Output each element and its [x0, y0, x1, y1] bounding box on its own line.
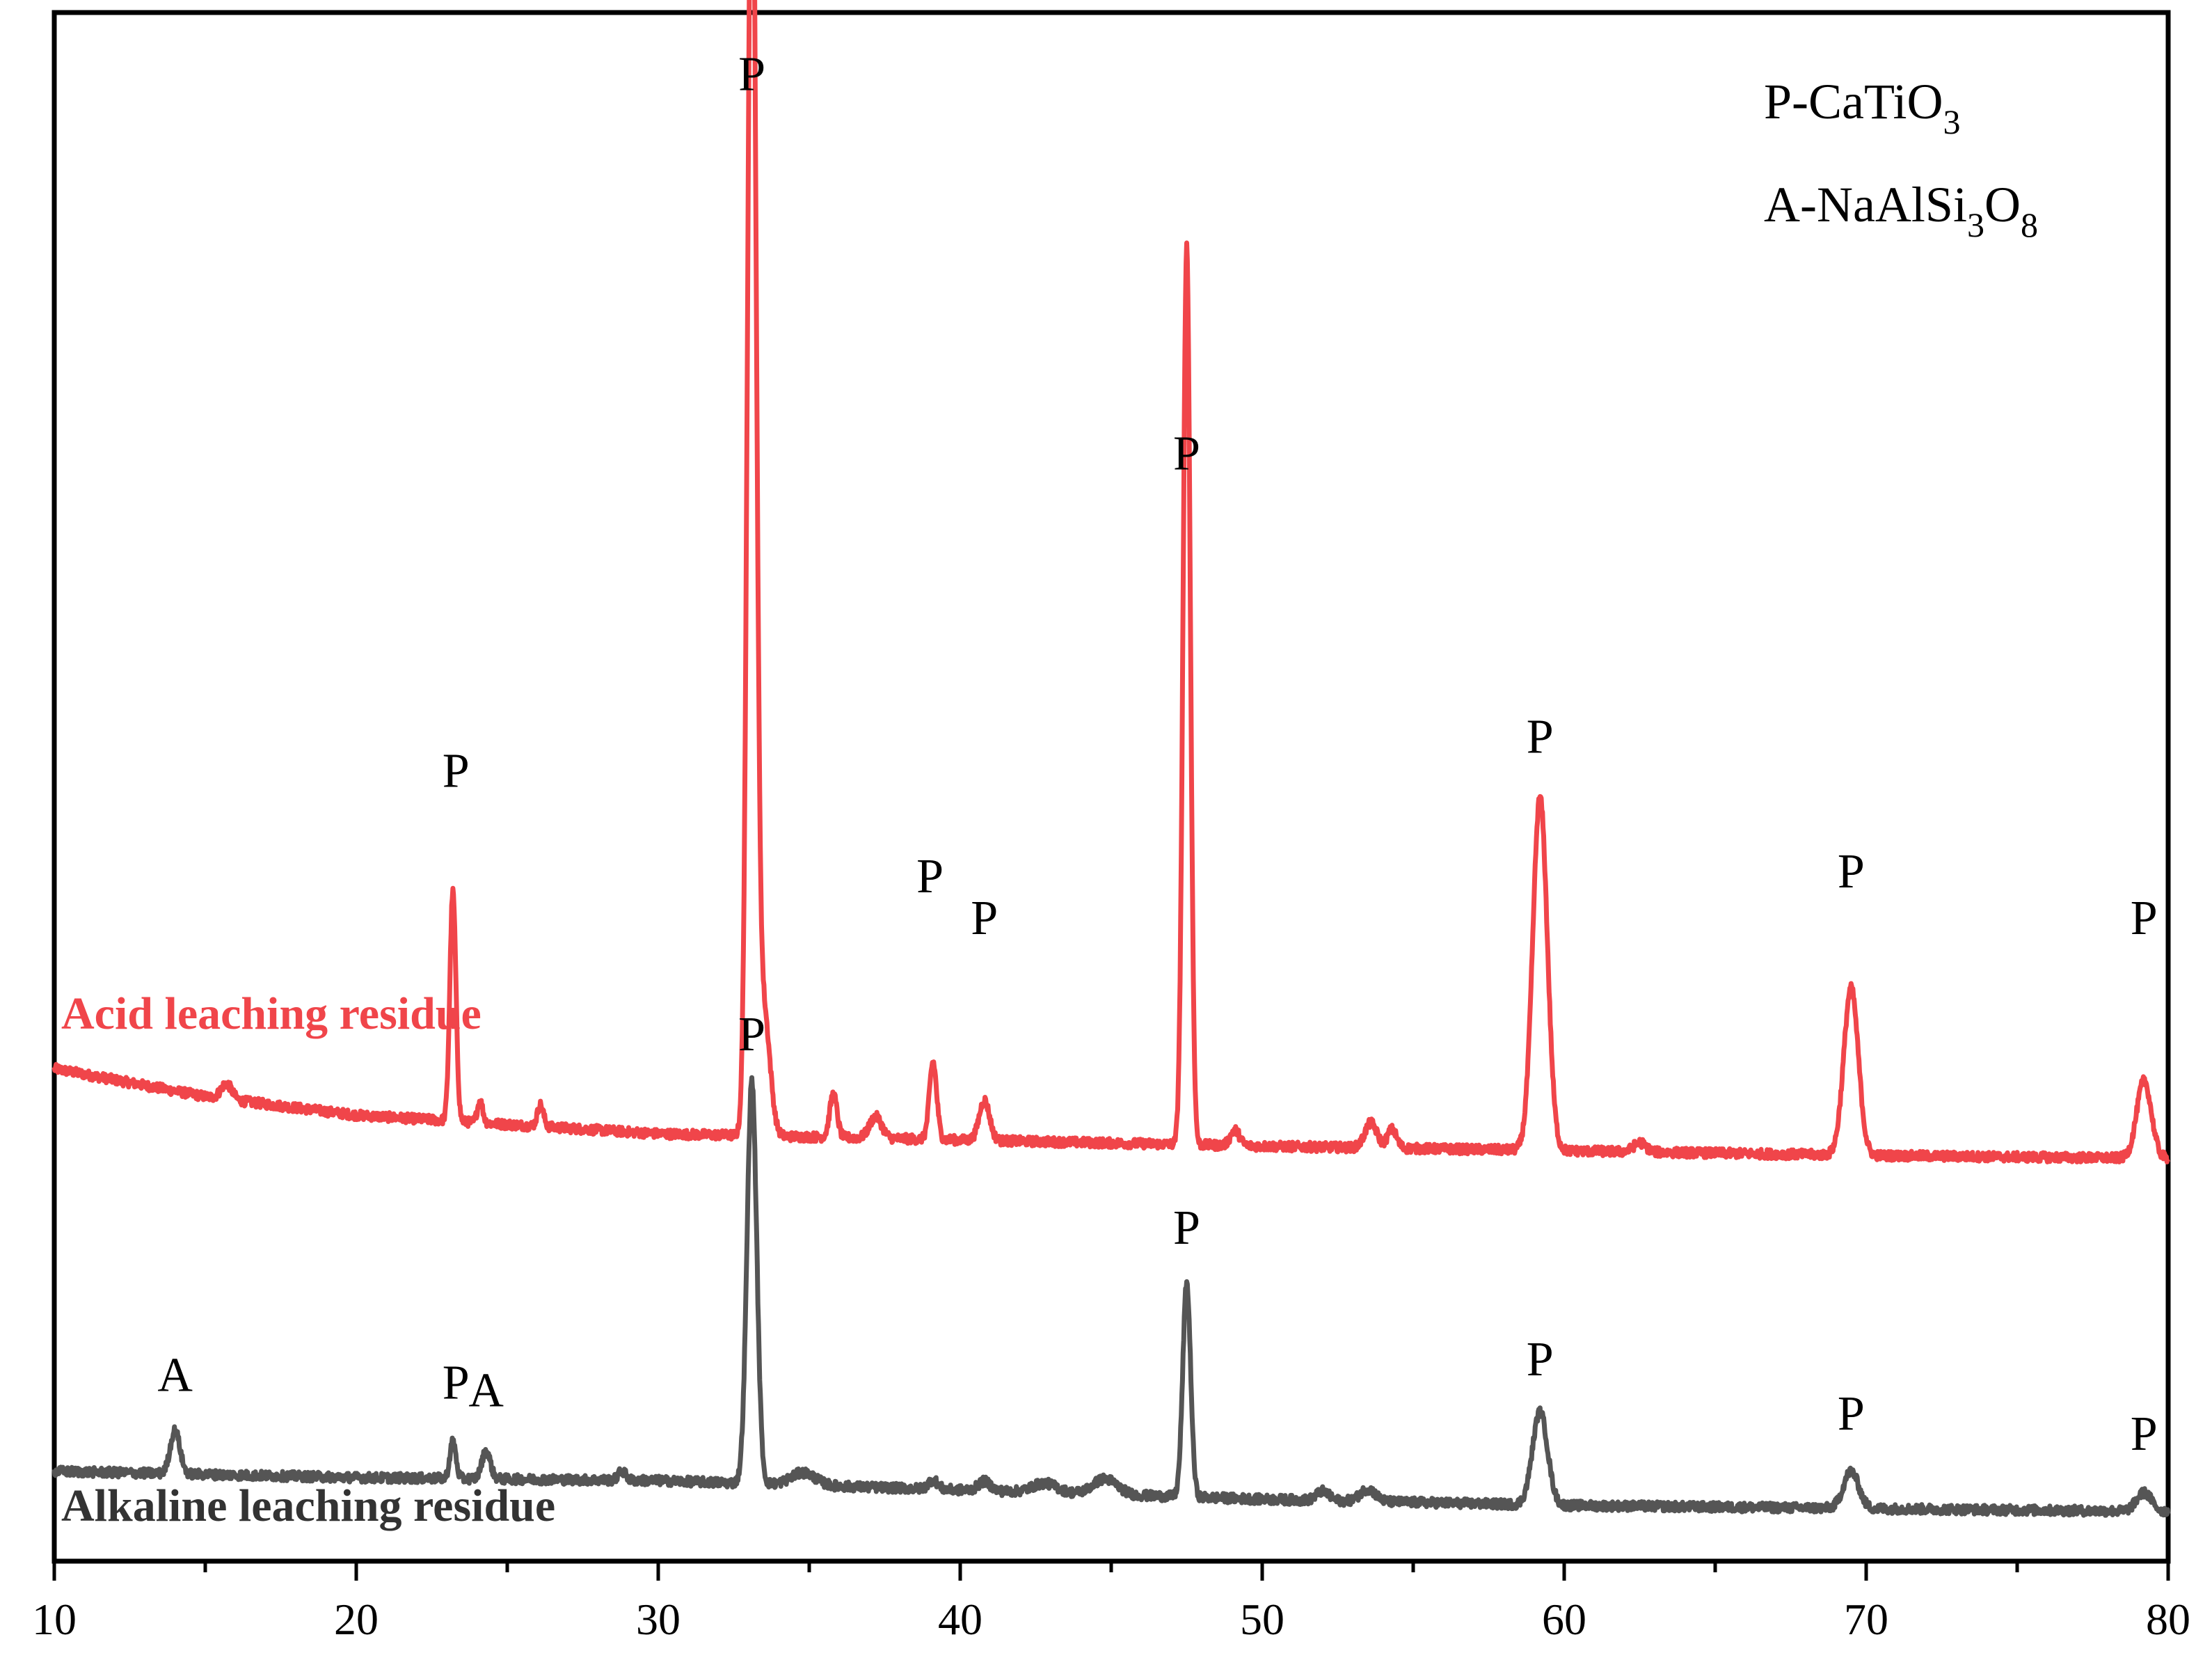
x-tick-label: 80 — [2146, 1595, 2190, 1644]
legend: P-CaTiO3 A-NaAlSi3O8 — [1764, 74, 2038, 244]
peak-label-alkaline: P — [738, 1008, 765, 1061]
peak-label-alkaline: P — [1173, 1201, 1200, 1255]
peak-label-acid: P — [1173, 427, 1200, 480]
peak-label-alkaline: P — [1527, 1333, 1554, 1386]
plot-frame — [51, 10, 2171, 1564]
x-tick-label: 50 — [1240, 1595, 1284, 1644]
peak-label-acid: P — [1527, 711, 1554, 764]
series-line-alkaline — [51, 1075, 2171, 1518]
x-tick-label: 20 — [334, 1595, 379, 1644]
peak-label-alkaline: P — [1838, 1387, 1865, 1441]
series-line-acid — [51, 0, 2171, 1164]
x-axis-tick-labels: 10 20 30 40 50 60 70 80 — [32, 1595, 2190, 1644]
peak-label-alkaline: P — [443, 1356, 470, 1409]
peak-label-alkaline: P — [2131, 1407, 2158, 1461]
x-axis-ticks — [52, 1561, 2170, 1581]
peak-label-acid: P — [738, 47, 765, 101]
series-label-alkaline: Alkaline leaching residue — [61, 1480, 555, 1531]
peak-label-alkaline: A — [468, 1364, 504, 1418]
peak-label-acid: P — [443, 745, 470, 798]
series-label-acid: Acid leaching residue — [61, 988, 482, 1039]
series-lines — [51, 0, 2171, 1518]
x-tick-label: 40 — [938, 1595, 982, 1644]
series-labels: Acid leaching residue Alkaline leaching … — [61, 988, 555, 1531]
peak-label-acid: P — [2131, 892, 2158, 945]
peak-label-alkaline: A — [157, 1348, 193, 1402]
peak-label-acid: P — [916, 850, 944, 903]
x-tick-label: 10 — [32, 1595, 77, 1644]
legend-entry-p: P-CaTiO3 — [1764, 74, 1960, 141]
x-tick-label: 70 — [1844, 1595, 1888, 1644]
peak-label-acid: P — [1838, 845, 1865, 899]
peak-label-acid: P — [971, 892, 998, 945]
x-tick-label: 30 — [636, 1595, 681, 1644]
legend-entry-a: A-NaAlSi3O8 — [1764, 177, 2038, 244]
x-tick-label: 60 — [1542, 1595, 1586, 1644]
